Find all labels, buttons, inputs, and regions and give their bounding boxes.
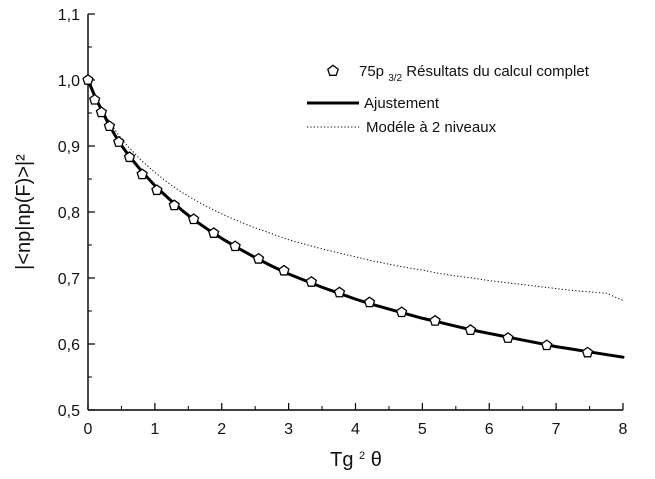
legend-ajustement-label: Ajustement [364, 95, 440, 112]
legend-modele-label: Modéle à 2 niveaux [366, 119, 497, 136]
series-calcul-point [541, 339, 553, 351]
series-calcul-point [252, 252, 265, 264]
series-calcul-point [581, 346, 594, 358]
series-calcul-point [82, 73, 94, 85]
series-calcul-point [464, 324, 477, 336]
series-calcul-point [103, 120, 116, 132]
x-ticks: 0 1 2 3 4 5 6 7 8 [84, 403, 628, 438]
series-calcul-point [278, 264, 290, 276]
series-calcul-point [429, 314, 441, 326]
series-calcul-point [95, 106, 108, 118]
x-tick-label: 0 [84, 421, 93, 438]
x-tick-label: 6 [485, 421, 494, 438]
y-axis-label: |<np|np(F)>|² [13, 154, 35, 270]
y-tick-label: 1,0 [58, 73, 80, 90]
x-axis-label-superscript: 2 [359, 450, 365, 462]
series-calcul-point [136, 168, 148, 180]
series-calcul-point [88, 93, 101, 105]
series-calcul-point [363, 296, 376, 308]
x-axis-label-symbol: θ [371, 449, 382, 471]
series-calcul-point [229, 240, 241, 252]
series-calcul-point [502, 332, 514, 343]
x-tick-label: 7 [552, 421, 561, 438]
series-calcul-point [113, 136, 125, 147]
series-calcul-point [208, 227, 220, 238]
x-tick-label: 3 [284, 421, 293, 438]
x-axis-label: Tg 2 θ [330, 442, 382, 471]
legend-calcul-subscript: 3/2 [388, 73, 402, 84]
legend-calcul-prefix: 75p [359, 63, 384, 80]
y-tick-label: 0,7 [58, 271, 80, 288]
series-calcul-point [168, 199, 180, 211]
x-minor-ticks [120, 406, 591, 410]
x-axis-label-base: Tg [330, 449, 353, 471]
x-tick-label: 8 [619, 421, 628, 438]
series-ajustement-line [86, 78, 625, 359]
y-tick-label: 1,1 [58, 7, 80, 24]
y-tick-label: 0,5 [58, 403, 80, 420]
y-tick-label: 0,6 [58, 337, 80, 354]
y-ticks: 0,5 0,6 0,7 0,8 0,9 1,0 1,1 [58, 7, 95, 420]
x-tick-label: 5 [418, 421, 427, 438]
y-tick-label: 0,9 [58, 139, 80, 156]
x-tick-label: 4 [351, 421, 360, 438]
series-modele-line [87, 79, 624, 301]
y-minor-ticks [88, 46, 92, 378]
series-calcul-point [151, 184, 163, 196]
y-tick-label: 0,8 [58, 205, 80, 222]
series-calcul-point [187, 213, 200, 225]
legend: 75p 3/2 Résultats du calcul complet Ajus… [307, 63, 590, 136]
x-tick-label: 1 [150, 421, 159, 438]
series-calcul-point [333, 286, 346, 298]
legend-calcul-suffix: Résultats du calcul complet [406, 63, 589, 80]
series-layer [82, 73, 625, 359]
series-calcul-point [305, 275, 318, 287]
legend-calcul-pentagon-icon [327, 64, 339, 76]
legend-calcul-label: 75p 3/2 Résultats du calcul complet [359, 63, 590, 85]
series-calcul-point [123, 151, 136, 163]
series-calcul-point [395, 306, 408, 318]
x-tick-label: 2 [217, 421, 226, 438]
